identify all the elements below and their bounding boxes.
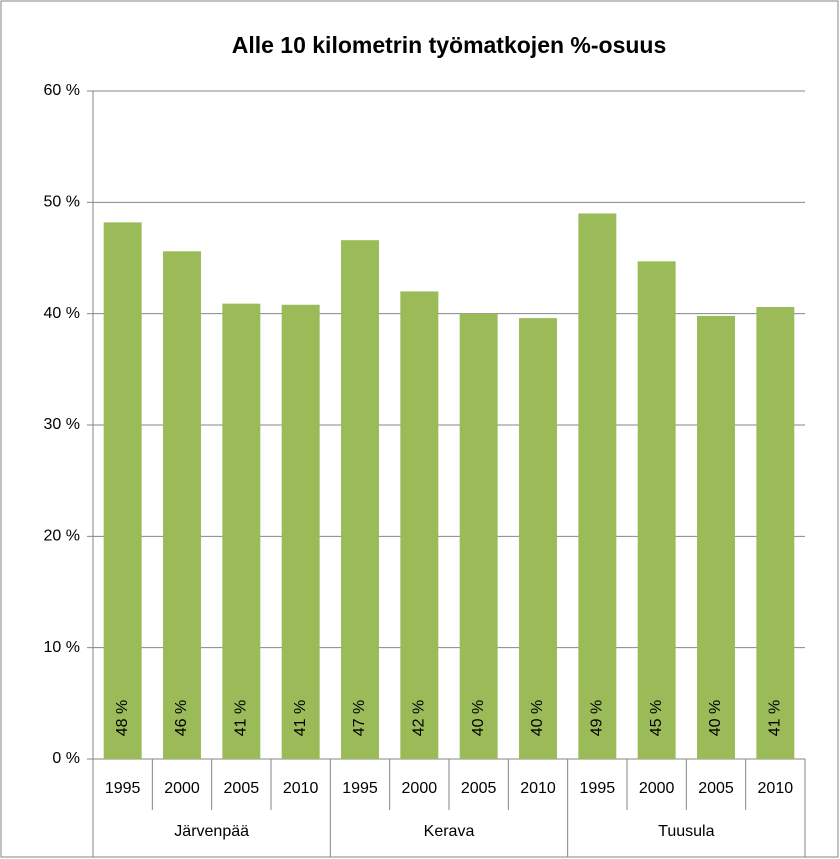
y-tick-label: 10 % [44,639,80,656]
data-label: 45 % [648,700,665,736]
data-label: 42 % [411,700,428,736]
x-tick-label: 2010 [283,780,319,797]
data-label: 40 % [470,700,487,736]
data-label: 41 % [233,700,250,736]
x-tick-label: 1995 [342,780,378,797]
data-label: 41 % [292,700,309,736]
bar [756,306,795,759]
x-tick-label: 1995 [105,780,141,797]
y-tick-label: 20 % [44,528,80,545]
x-tick-label: 2000 [402,780,438,797]
data-label: 40 % [529,700,546,736]
y-tick-label: 60 % [44,82,80,99]
x-tick-label: 2000 [164,780,200,797]
bar [637,261,676,759]
bar [578,213,617,759]
y-tick-label: 50 % [44,194,80,211]
data-label: 40 % [707,700,724,736]
bar [341,240,379,760]
data-label: 46 % [173,700,190,736]
x-tick-label: 2005 [461,780,497,797]
group-label: Kerava [424,823,475,840]
x-tick-label: 2005 [698,780,734,797]
group-label: Järvenpää [174,823,249,840]
bar [400,291,439,759]
bar [163,251,201,759]
y-tick-label: 0 % [52,750,80,767]
group-label: Tuusula [658,823,714,840]
y-tick-label: 30 % [44,416,80,433]
y-tick-label: 40 % [44,305,80,322]
bar [697,315,735,759]
data-label: 49 % [589,700,606,736]
x-tick-label: 2010 [758,780,794,797]
x-tick-label: 2005 [224,780,260,797]
x-tick-label: 2010 [520,780,556,797]
bar [519,318,557,759]
bar [222,303,261,759]
chart-title: Alle 10 kilometrin työmatkojen %-osuus [232,32,667,58]
x-tick-label: 2000 [639,780,675,797]
data-label: 47 % [351,700,368,736]
bar [281,304,320,759]
x-tick-label: 1995 [580,780,616,797]
bar [459,313,498,759]
data-label: 41 % [767,700,784,736]
data-label: 48 % [114,700,131,736]
bar [103,222,142,759]
